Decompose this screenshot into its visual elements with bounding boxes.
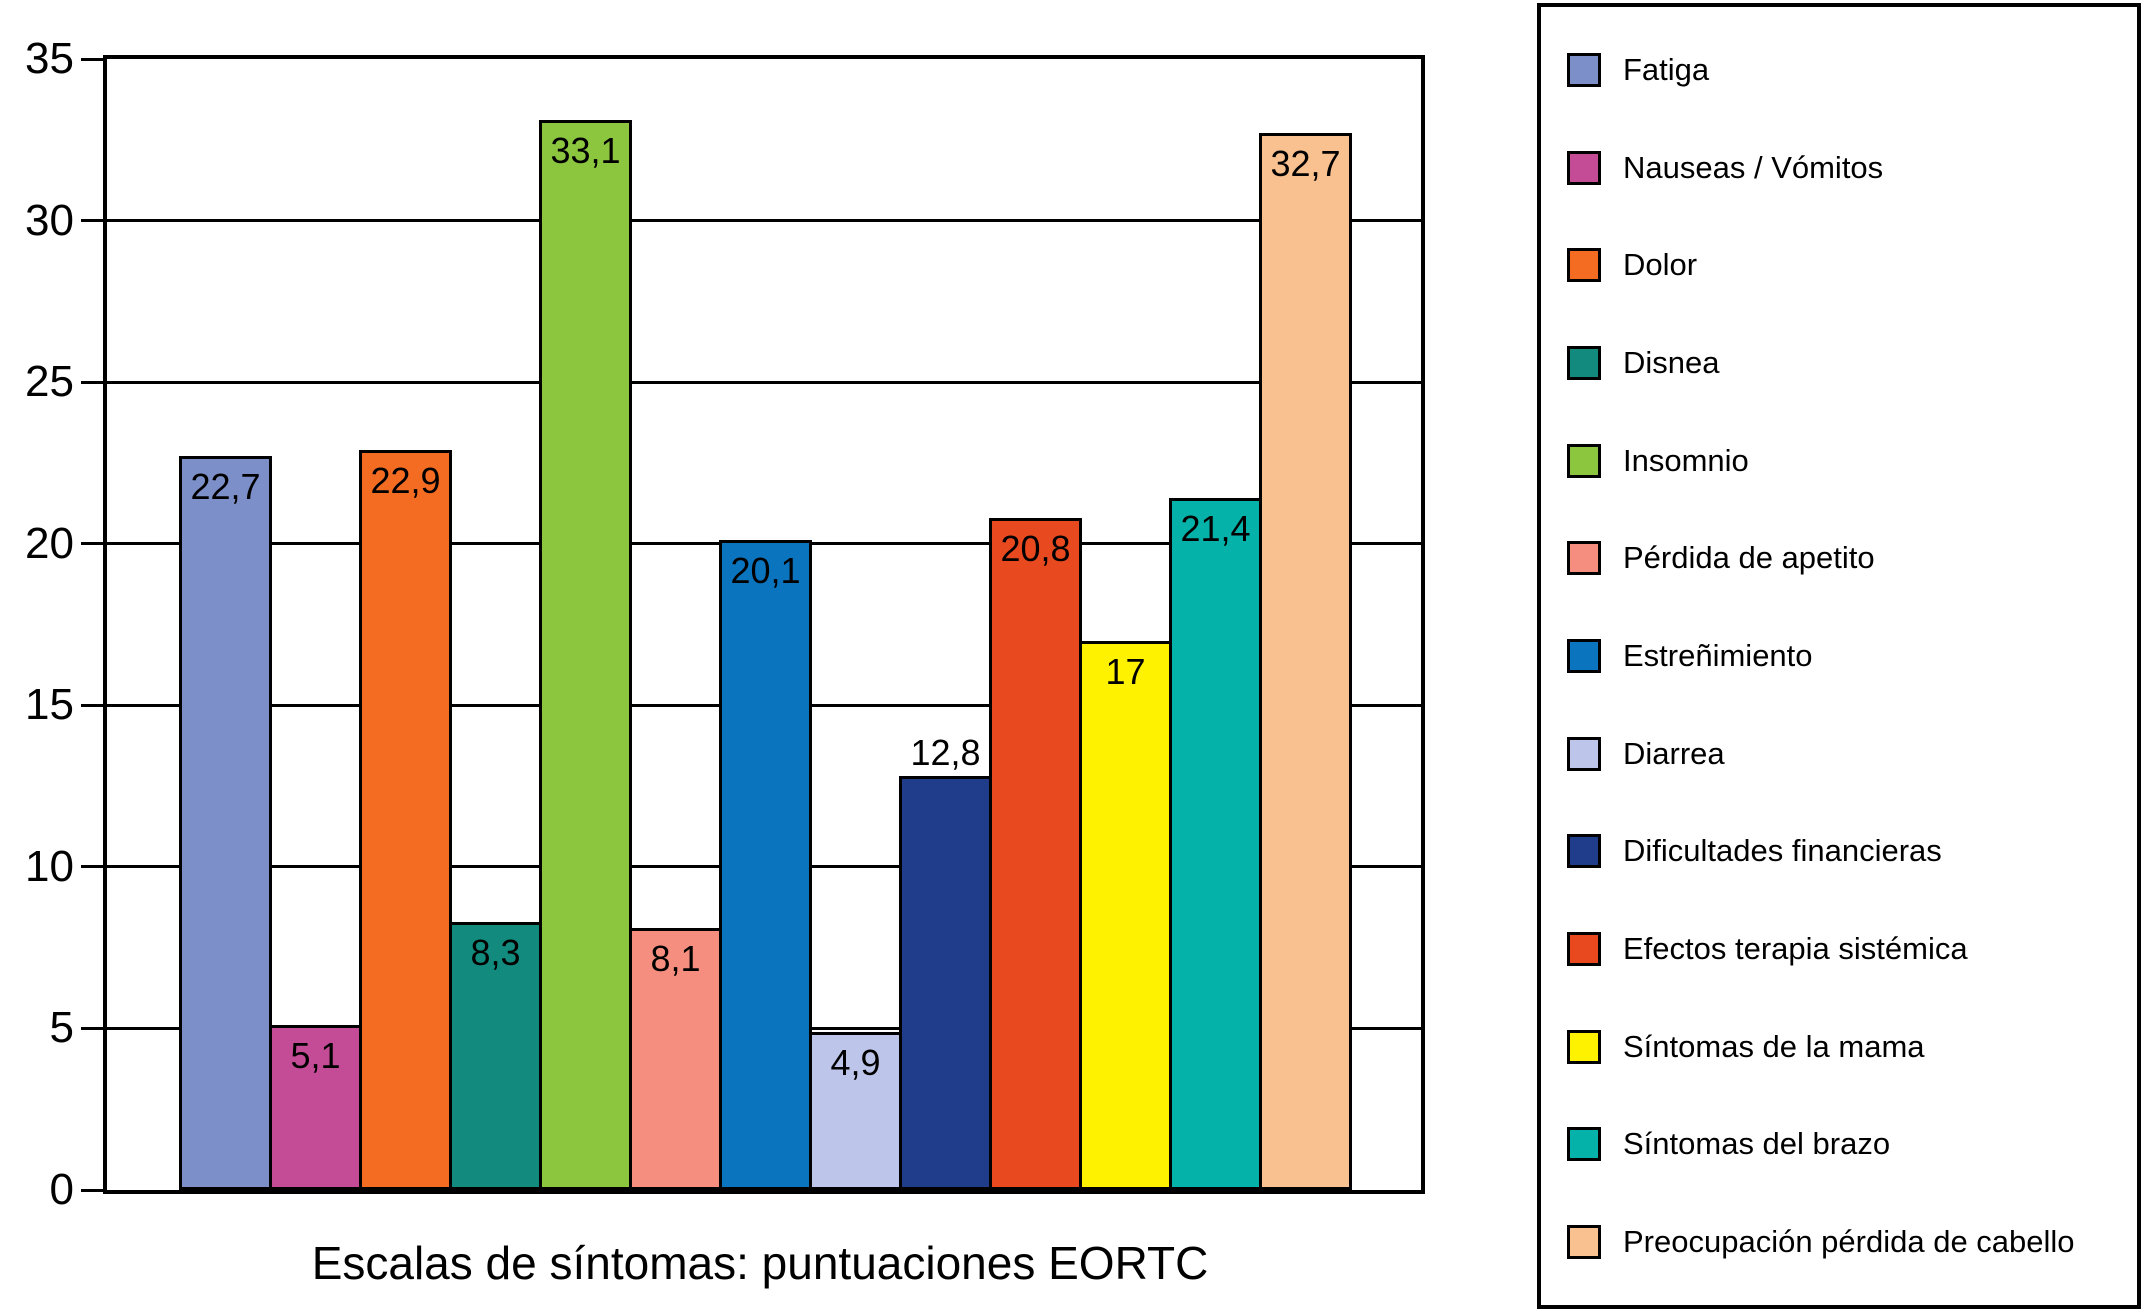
legend-label: Fatiga xyxy=(1623,51,1710,87)
legend-item: Insomnio xyxy=(1567,442,2129,478)
bar-value-label: 5,1 xyxy=(290,1035,341,1077)
legend-swatch xyxy=(1567,1127,1601,1162)
bar-value-label: 22,7 xyxy=(190,466,261,508)
bar-sintomas-de-la-mama: 17 xyxy=(1079,640,1172,1190)
y-axis-tick xyxy=(81,219,103,223)
bar-value-label: 33,1 xyxy=(550,130,621,172)
legend-label: Pérdida de apetito xyxy=(1623,540,1875,576)
legend-item: Efectos terapia sistémica xyxy=(1567,931,2129,967)
bar-fatiga: 22,7 xyxy=(179,456,272,1190)
legend-item: Disnea xyxy=(1567,344,2129,380)
bars-row: 22,7 5,1 22,9 8,3 33,1 8,1 20,1 4,9 12,8 20,8 17 21… xyxy=(107,59,1421,1190)
bar-value-label: 8,3 xyxy=(470,931,521,973)
bar-efectos-terapia-sistemica: 20,8 xyxy=(989,517,1082,1190)
legend-label: Disnea xyxy=(1623,344,1720,380)
legend-swatch xyxy=(1567,834,1601,869)
legend-swatch xyxy=(1567,52,1601,87)
legend-swatch xyxy=(1567,248,1601,283)
gridline xyxy=(107,219,1421,223)
legend-item: Dificultades financieras xyxy=(1567,833,2129,869)
legend-label: Estreñimiento xyxy=(1623,637,1813,673)
bar-insomnio: 33,1 xyxy=(539,120,632,1190)
y-axis-tick-label: 15 xyxy=(25,680,74,730)
y-axis-tick-label: 25 xyxy=(25,357,74,407)
legend-item: Fatiga xyxy=(1567,51,2129,87)
bar-value-label: 32,7 xyxy=(1270,143,1341,185)
legend-label: Dificultades financieras xyxy=(1623,833,1942,869)
legend-swatch xyxy=(1567,1225,1601,1260)
legend-swatch xyxy=(1567,638,1601,673)
bar-dificultades-financieras: 12,8 xyxy=(899,733,992,1190)
y-axis-tick-label: 10 xyxy=(25,841,74,891)
legend-item: Síntomas de la mama xyxy=(1567,1028,2129,1064)
bar-value-label: 17 xyxy=(1105,650,1146,692)
y-axis-tick xyxy=(81,1026,103,1030)
legend-item: Nauseas / Vómitos xyxy=(1567,149,2129,185)
legend-swatch xyxy=(1567,736,1601,771)
legend-label: Diarrea xyxy=(1623,735,1725,771)
legend-label: Nauseas / Vómitos xyxy=(1623,149,1884,185)
legend-label: Insomnio xyxy=(1623,442,1749,478)
bar-value-label: 22,9 xyxy=(370,460,441,502)
bar-diarrea: 4,9 xyxy=(809,1031,902,1190)
bar-value-label: 21,4 xyxy=(1180,508,1251,550)
legend-label: Síntomas de la mama xyxy=(1623,1028,1925,1064)
y-axis-tick-label: 30 xyxy=(25,195,74,245)
bar-value-label: 8,1 xyxy=(650,938,701,980)
legend-label: Preocupación pérdida de cabello xyxy=(1623,1224,2075,1260)
y-axis-tick xyxy=(81,380,103,384)
legend-item: Pérdida de apetito xyxy=(1567,540,2129,576)
y-axis-tick-label: 5 xyxy=(49,1003,74,1053)
y-axis-tick xyxy=(81,542,103,546)
y-axis-tick xyxy=(81,865,103,869)
bar-value-label: 12,8 xyxy=(910,732,981,774)
bar-disnea: 8,3 xyxy=(449,921,542,1190)
legend-item: Dolor xyxy=(1567,247,2129,283)
legend-label: Dolor xyxy=(1623,247,1698,283)
legend-swatch xyxy=(1567,932,1601,967)
gridline xyxy=(107,380,1421,384)
bar-nauseas-vomitos: 5,1 xyxy=(269,1025,362,1190)
legend-swatch xyxy=(1567,541,1601,576)
legend-swatch xyxy=(1567,345,1601,380)
legend-item: Estreñimiento xyxy=(1567,637,2129,673)
legend-item: Preocupación pérdida de cabello xyxy=(1567,1224,2129,1260)
bar-value-label: 4,9 xyxy=(830,1041,881,1083)
bar-dolor: 22,9 xyxy=(359,450,452,1190)
legend-swatch xyxy=(1567,443,1601,478)
legend-label: Efectos terapia sistémica xyxy=(1623,931,1968,967)
legend-label: Síntomas del brazo xyxy=(1623,1126,1891,1162)
bar-sintomas-del-brazo: 21,4 xyxy=(1169,498,1262,1190)
legend-swatch xyxy=(1567,150,1601,185)
legend-item: Diarrea xyxy=(1567,735,2129,771)
bar-estrenimiento: 20,1 xyxy=(719,540,812,1190)
y-axis-tick-label: 0 xyxy=(49,1165,74,1214)
y-axis-tick-label: 35 xyxy=(25,34,74,83)
plot-area: 22,7 5,1 22,9 8,3 33,1 8,1 20,1 4,9 12,8 20,8 17 21… xyxy=(103,55,1425,1194)
y-axis-tick xyxy=(81,703,103,707)
bar-value-label: 20,1 xyxy=(730,550,801,592)
y-axis-tick-label: 20 xyxy=(25,518,74,568)
legend: Fatiga Nauseas / Vómitos Dolor Disnea Insomn… xyxy=(1537,3,2141,1309)
bar-preocupacion-perdida-de-cabello: 32,7 xyxy=(1259,133,1352,1190)
y-axis-tick xyxy=(81,57,103,61)
y-axis-tick xyxy=(81,1188,103,1192)
legend-item: Síntomas del brazo xyxy=(1567,1126,2129,1162)
bar-perdida-de-apetito: 8,1 xyxy=(629,928,722,1190)
chart-title: Escalas de síntomas: puntuaciones EORTC xyxy=(311,1237,1209,1289)
legend-swatch xyxy=(1567,1029,1601,1064)
bar-value-label: 20,8 xyxy=(1000,527,1071,569)
